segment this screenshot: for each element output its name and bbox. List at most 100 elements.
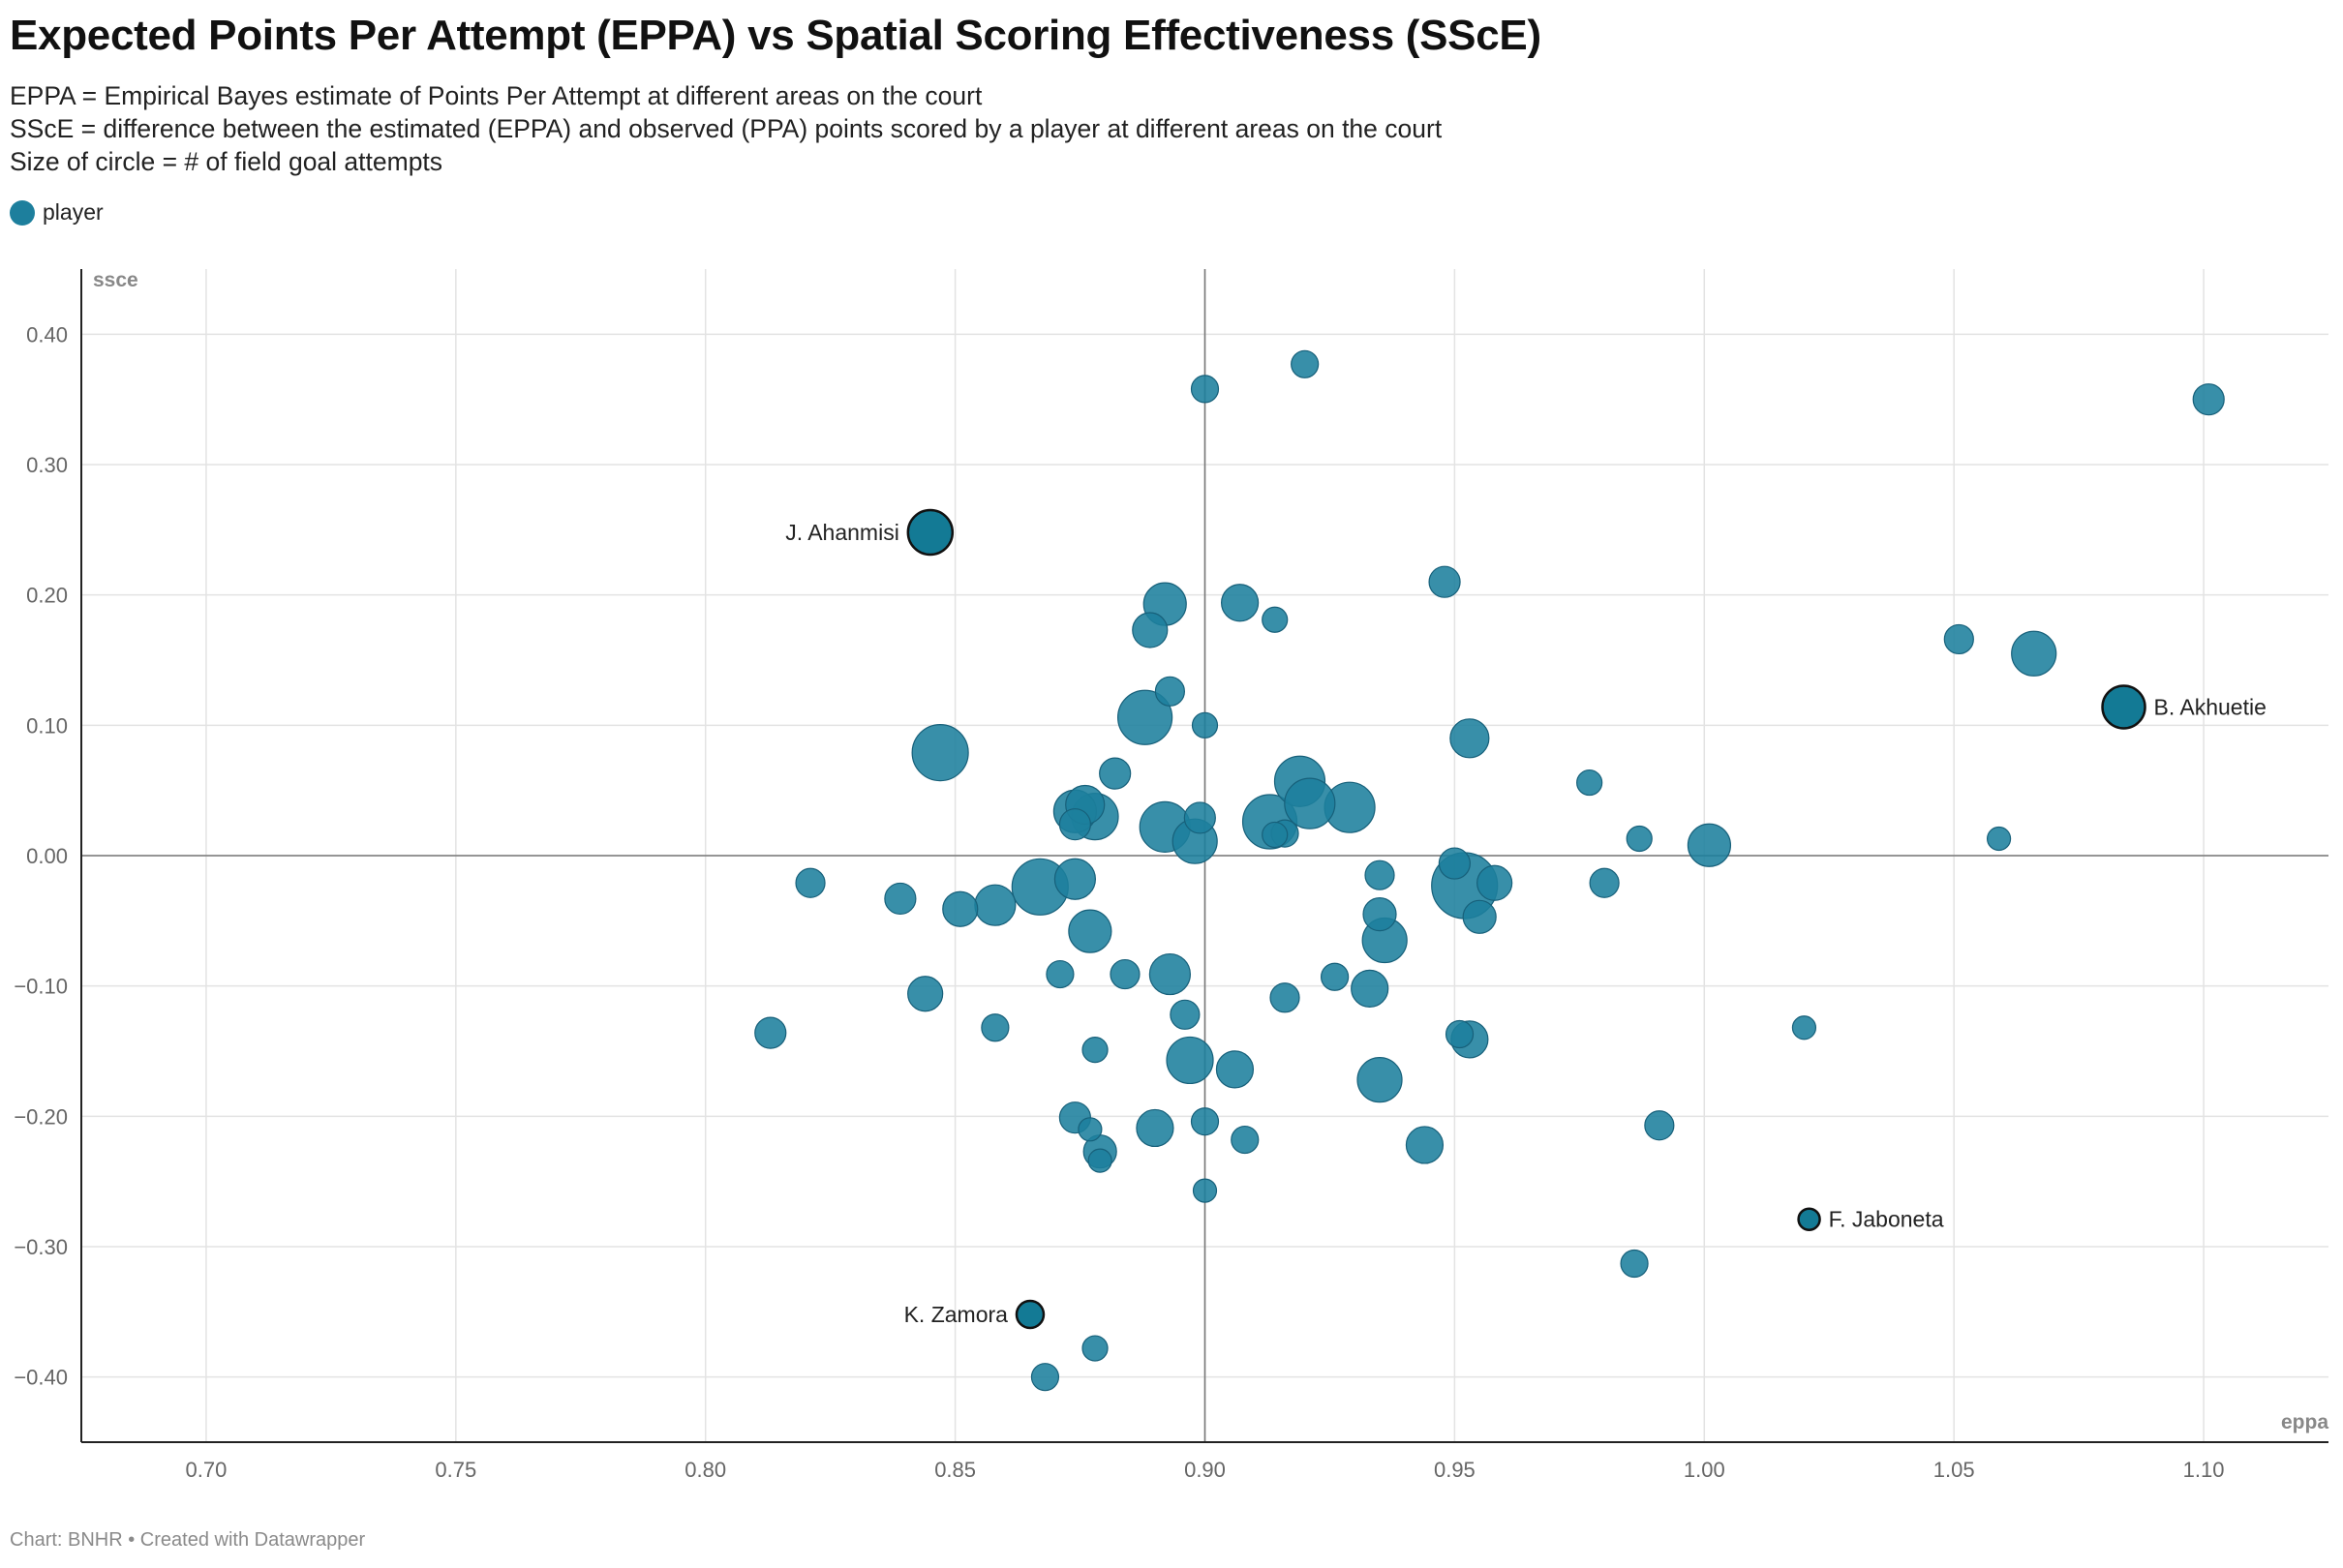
data-point [1626,825,1653,853]
data-point [1405,1126,1445,1164]
data-point [1154,676,1185,707]
subtitle-line-eppa: EPPA = Empirical Bayes estimate of Point… [10,81,983,110]
highlight-label: J. Ahanmisi [785,520,899,545]
highlight-label: F. Jaboneta [1829,1207,1944,1232]
highlight-label: B. Akhuetie [2154,694,2267,719]
data-point [1046,959,1075,989]
chart-footer: Chart: BNHR • Created with Datawrapper [10,1529,366,1551]
highlight-point [906,508,955,557]
y-tick-label: 0.10 [26,713,68,738]
x-tick-label: 0.90 [1184,1458,1226,1482]
y-tick-label: 0.30 [26,453,68,477]
data-point [754,1016,787,1049]
subtitle-line-size: Size of circle = # of field goal attempt… [10,147,443,176]
data-point [1445,1019,1475,1049]
x-tick-label: 0.95 [1434,1458,1476,1482]
data-point [1321,962,1350,991]
data-point [1068,909,1112,953]
data-point [1190,375,1220,404]
x-tick-label: 0.70 [186,1458,228,1482]
data-point [1058,808,1091,841]
chart-subtitle: EPPA = Empirical Bayes estimate of Point… [10,79,2333,178]
data-point [1231,1125,1260,1155]
y-axis-title: ssce [93,269,138,291]
x-tick-label: 1.10 [2183,1458,2225,1482]
highlight-point [1797,1207,1821,1231]
data-point [911,724,969,782]
x-tick-label: 0.80 [685,1458,726,1482]
data-point [1132,612,1169,648]
data-point [1081,1335,1109,1362]
data-point [795,867,826,898]
data-point [1644,1110,1675,1141]
data-point [1986,826,2012,852]
data-point [1364,859,1395,890]
data-point [1110,958,1141,990]
y-tick-label: 0.40 [26,322,68,347]
y-tick-label: −0.10 [14,975,68,999]
data-point [1262,821,1289,849]
x-tick-label: 0.75 [435,1458,476,1482]
data-point [1262,606,1289,633]
data-point [2011,630,2057,677]
data-point [1117,689,1173,745]
y-tick-label: −0.30 [14,1235,68,1259]
data-point [907,976,944,1012]
data-point [884,882,917,916]
data-point [1356,1057,1403,1103]
y-tick-label: 0.00 [26,844,68,868]
data-point [1087,1148,1112,1173]
data-point [1215,1050,1255,1089]
data-point [1576,769,1603,797]
highlight-label: K. Zamora [904,1302,1009,1327]
data-point [1081,1037,1109,1064]
data-point [1449,718,1490,759]
data-point [1192,1178,1218,1203]
y-tick-label: −0.20 [14,1104,68,1129]
data-point [942,890,979,927]
data-point [1030,1363,1060,1392]
data-point [1078,1117,1103,1142]
data-point [1943,623,1974,655]
data-point [1053,858,1096,900]
chart-title: Expected Points Per Attempt (EPPA) vs Sp… [10,12,1541,59]
data-point [1438,847,1471,880]
data-point [1462,899,1497,934]
data-point [1183,801,1216,834]
subtitle-line-ssce: SScE = difference between the estimated … [10,114,1443,143]
data-point [1284,777,1336,829]
chart-header: Expected Points Per Attempt (EPPA) vs Sp… [10,6,2333,178]
data-point [1687,823,1732,867]
data-point [1476,864,1513,901]
data-point [1589,867,1620,898]
x-tick-label: 1.05 [1933,1458,1975,1482]
data-point [1148,952,1191,996]
data-point [1791,1015,1817,1040]
highlight-point [1015,1299,1046,1330]
x-axis-title: eppa [2281,1411,2328,1433]
data-point [1136,1108,1174,1148]
data-point [1166,1036,1214,1085]
y-tick-label: 0.20 [26,584,68,608]
data-point [1190,1107,1220,1136]
data-point [1269,982,1300,1013]
data-point [1428,565,1461,598]
data-point [1351,969,1389,1008]
highlight-point [2101,684,2146,730]
data-point [981,1013,1010,1042]
data-point [1221,584,1260,622]
legend-player-marker [10,199,35,226]
data-point [1362,896,1397,932]
chart-legend: player [10,199,104,226]
data-point [1099,757,1132,790]
data-point [1291,349,1320,378]
x-tick-label: 0.85 [934,1458,976,1482]
y-tick-label: −0.40 [14,1366,68,1390]
x-tick-label: 1.00 [1684,1458,1725,1482]
data-point [1170,999,1201,1030]
data-point [1191,711,1219,739]
data-point [1620,1249,1649,1279]
data-point [974,884,1017,926]
legend-player-label: player [43,199,104,225]
